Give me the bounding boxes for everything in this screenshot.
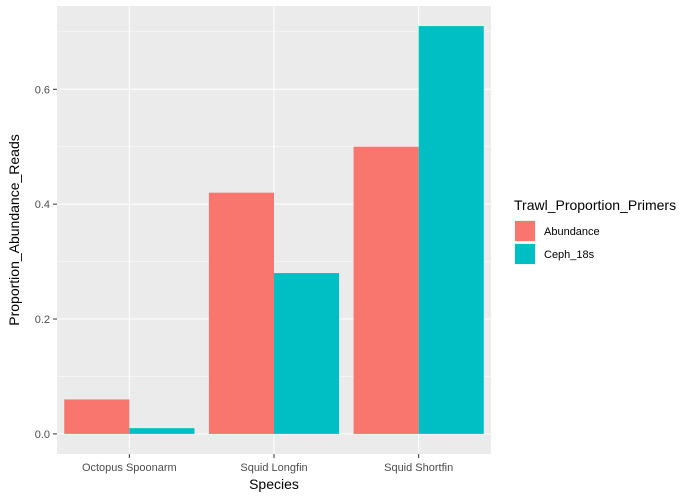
x-axis-title: Species: [249, 476, 299, 492]
x-tick-label: Squid Longfin: [240, 462, 307, 474]
y-tick-label: 0.4: [35, 199, 50, 211]
bar: [129, 428, 195, 434]
x-tick-label: Squid Shortfin: [384, 462, 453, 474]
legend-swatch: [515, 244, 535, 264]
y-tick-label: 0.2: [35, 314, 50, 326]
bar: [274, 273, 340, 434]
bar: [353, 146, 419, 434]
y-tick-label: 0.0: [35, 429, 50, 441]
legend-label: Ceph_18s: [544, 249, 595, 261]
legend-label: Abundance: [544, 226, 600, 238]
bar: [418, 26, 484, 434]
x-axis-ticks: Octopus Spoonarm Squid Longfin Squid Short…: [82, 454, 453, 474]
y-axis-ticks: 0.0 0.2 0.4 0.6: [35, 84, 57, 441]
y-axis-title: Proportion_Abundance_Reads: [6, 134, 22, 325]
bars: [64, 26, 484, 434]
legend-swatch: [515, 221, 535, 241]
legend-title: Trawl_Proportion_Primers: [514, 197, 676, 213]
legend: Trawl_Proportion_Primers Abundance Ceph_1…: [514, 197, 676, 265]
bar: [208, 192, 274, 434]
x-tick-label: Octopus Spoonarm: [82, 462, 177, 474]
y-tick-label: 0.6: [35, 84, 50, 96]
bar: [64, 399, 130, 434]
